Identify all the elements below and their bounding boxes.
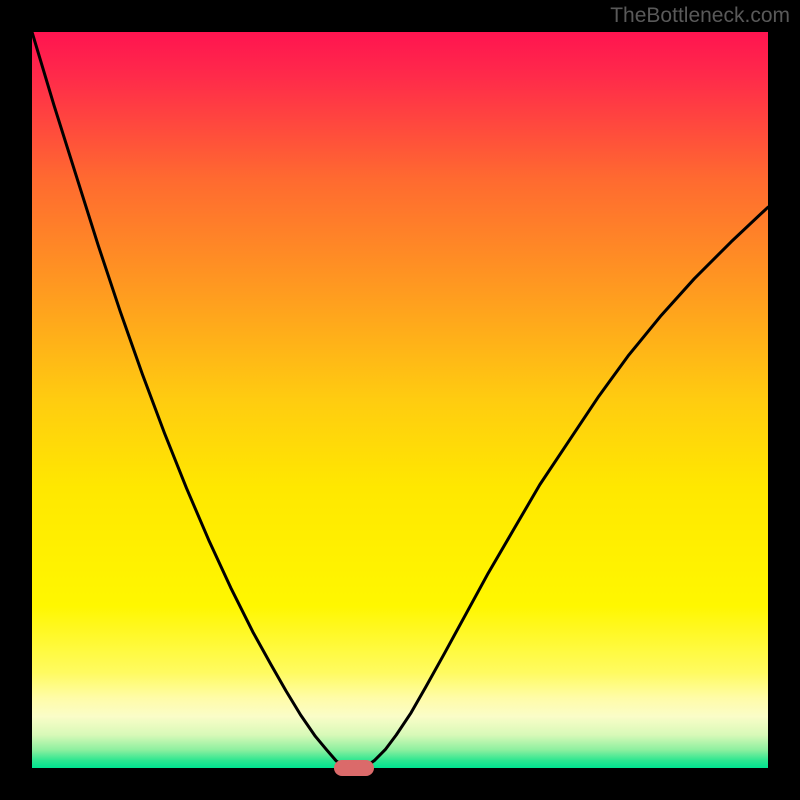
- watermark-text: TheBottleneck.com: [610, 4, 790, 28]
- bottleneck-marker: [334, 760, 374, 776]
- plot-area: [32, 32, 768, 768]
- chart-container: TheBottleneck.com: [0, 0, 800, 800]
- bottleneck-curve: [32, 32, 768, 768]
